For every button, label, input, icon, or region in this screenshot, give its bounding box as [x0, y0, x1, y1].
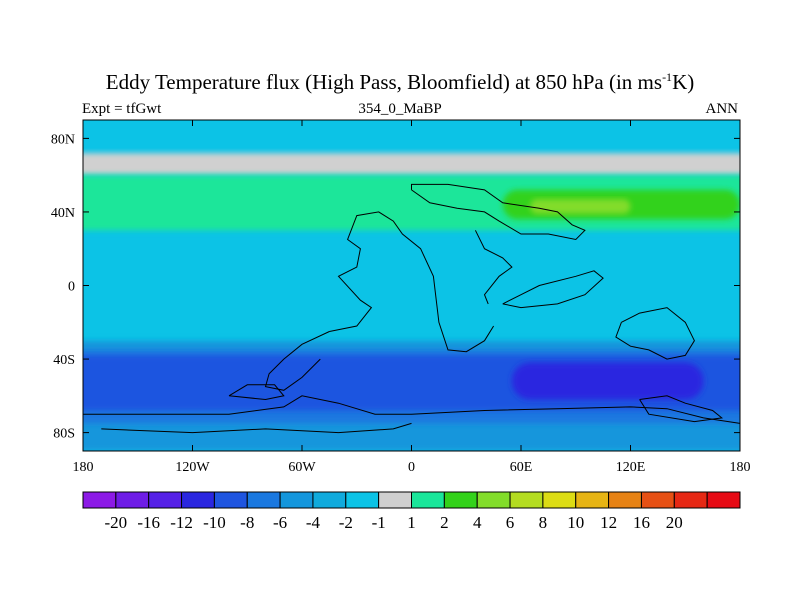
season-label: ANN [706, 101, 739, 118]
colorbar-swatch [116, 492, 149, 508]
colorbar-swatch [313, 492, 346, 508]
y-tick-label: 80N [51, 132, 75, 147]
colorbar-swatch [412, 492, 445, 508]
colorbar-swatch [707, 492, 740, 508]
x-tick-labels: 180 120W 60W 0 60E 120E 180 [73, 460, 751, 475]
x-tick-label: 0 [408, 460, 415, 475]
colorbar-swatch [247, 492, 280, 508]
y-tick-label: 40N [51, 206, 75, 221]
chart-title-suffix: K) [672, 70, 694, 94]
colorbar-swatch [280, 492, 313, 508]
colorbar-swatch [477, 492, 510, 508]
colorbar-label: 1 [407, 513, 416, 532]
colorbar-label: 8 [539, 513, 548, 532]
x-tick-label: 60W [288, 460, 316, 475]
field-band [530, 199, 630, 214]
colorbar-swatch [83, 492, 116, 508]
colorbar-label: 4 [473, 513, 482, 532]
colorbar-label: -20 [105, 513, 128, 532]
colorbar-swatch [346, 492, 379, 508]
colorbar [83, 492, 740, 508]
colorbar-label: 6 [506, 513, 515, 532]
colorbar-label: 10 [567, 513, 584, 532]
colorbar-label: -1 [372, 513, 386, 532]
colorbar-label: -6 [273, 513, 287, 532]
colorbar-labels: -20 -16 -12 -10 -8 -6 -4 -2 -1 1 2 4 6 8 10 12 16 20 [105, 513, 683, 532]
chart-title-main: Eddy Temperature flux (High Pass, Bloomf… [106, 70, 662, 94]
x-tick-label: 120E [616, 460, 646, 475]
field-layer [73, 120, 750, 451]
colorbar-swatch [543, 492, 576, 508]
x-tick-label: 180 [730, 460, 751, 475]
colorbar-swatch [182, 492, 215, 508]
colorbar-label: 2 [440, 513, 449, 532]
colorbar-label: -8 [240, 513, 254, 532]
x-tick-label: 120W [175, 460, 210, 475]
y-tick-label: 0 [68, 280, 75, 295]
x-tick-label: 180 [73, 460, 94, 475]
colorbar-swatch [609, 492, 642, 508]
colorbar-label: 20 [666, 513, 683, 532]
colorbar-label: -12 [170, 513, 193, 532]
colorbar-swatch [674, 492, 707, 508]
colorbar-swatch [510, 492, 543, 508]
colorbar-label: -2 [339, 513, 353, 532]
y-tick-label: 40S [53, 353, 75, 368]
y-tick-labels: 80N 40N 0 40S 80S [51, 132, 75, 441]
colorbar-swatch [576, 492, 609, 508]
y-tick-label: 80S [53, 427, 75, 442]
colorbar-swatch [379, 492, 412, 508]
field-band [73, 153, 750, 175]
x-tick-label: 60E [510, 460, 533, 475]
colorbar-label: -16 [137, 513, 160, 532]
colorbar-label: -4 [306, 513, 321, 532]
colorbar-swatch [214, 492, 247, 508]
chart-title: Eddy Temperature flux (High Pass, Bloomf… [0, 70, 800, 95]
field-band [512, 363, 704, 400]
run-label: 354_0_MaBP [0, 101, 800, 118]
colorbar-label: 16 [633, 513, 650, 532]
colorbar-label: -10 [203, 513, 226, 532]
colorbar-swatch [641, 492, 674, 508]
colorbar-swatch [444, 492, 477, 508]
chart-title-exponent: -1 [662, 70, 672, 84]
colorbar-swatch [149, 492, 182, 508]
colorbar-label: 12 [600, 513, 617, 532]
